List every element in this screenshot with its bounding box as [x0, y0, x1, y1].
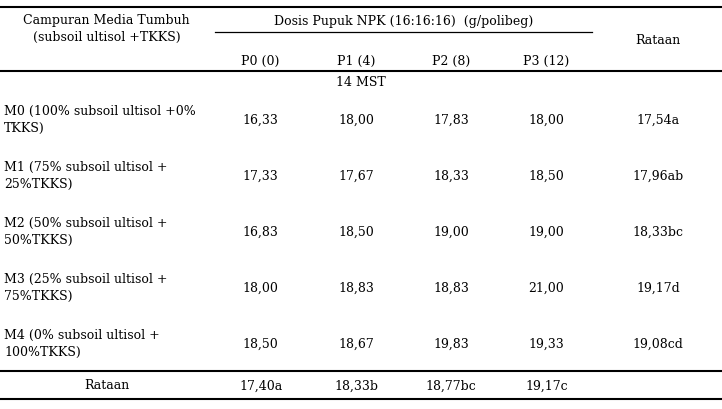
- Text: P3 (12): P3 (12): [523, 54, 570, 67]
- Text: 18,67: 18,67: [338, 337, 374, 350]
- Text: 19,83: 19,83: [433, 337, 469, 350]
- Text: M2 (50% subsoil ultisol +
50%TKKS): M2 (50% subsoil ultisol + 50%TKKS): [4, 217, 168, 246]
- Text: 18,50: 18,50: [338, 225, 374, 238]
- Text: 18,00: 18,00: [529, 113, 565, 126]
- Text: 19,08cd: 19,08cd: [632, 337, 684, 350]
- Text: Campuran Media Tumbuh
(subsoil ultisol +TKKS): Campuran Media Tumbuh (subsoil ultisol +…: [23, 14, 190, 44]
- Text: 16,33: 16,33: [243, 113, 279, 126]
- Text: 16,83: 16,83: [243, 225, 279, 238]
- Text: 18,33bc: 18,33bc: [632, 225, 684, 238]
- Text: 21,00: 21,00: [529, 281, 565, 294]
- Text: Dosis Pupuk NPK (16:16:16)  (g/polibeg): Dosis Pupuk NPK (16:16:16) (g/polibeg): [274, 15, 534, 28]
- Text: M4 (0% subsoil ultisol +
100%TKKS): M4 (0% subsoil ultisol + 100%TKKS): [4, 328, 160, 358]
- Text: 14 MST: 14 MST: [336, 75, 386, 88]
- Text: M0 (100% subsoil ultisol +0%
TKKS): M0 (100% subsoil ultisol +0% TKKS): [4, 105, 196, 135]
- Text: 17,96ab: 17,96ab: [632, 169, 684, 182]
- Text: 19,17d: 19,17d: [636, 281, 680, 294]
- Text: 17,40a: 17,40a: [239, 379, 282, 391]
- Text: 18,33: 18,33: [433, 169, 469, 182]
- Text: 17,67: 17,67: [338, 169, 374, 182]
- Text: 19,17c: 19,17c: [525, 379, 568, 391]
- Text: 19,33: 19,33: [529, 337, 565, 350]
- Text: Rataan: Rataan: [635, 34, 681, 46]
- Text: 18,83: 18,83: [338, 281, 374, 294]
- Text: 18,50: 18,50: [529, 169, 565, 182]
- Text: M3 (25% subsoil ultisol +
75%TKKS): M3 (25% subsoil ultisol + 75%TKKS): [4, 272, 168, 302]
- Text: 18,33b: 18,33b: [334, 379, 378, 391]
- Text: P0 (0): P0 (0): [241, 54, 280, 67]
- Text: 18,50: 18,50: [243, 337, 279, 350]
- Text: Rataan: Rataan: [84, 379, 129, 391]
- Text: 19,00: 19,00: [433, 225, 469, 238]
- Text: 18,77bc: 18,77bc: [426, 379, 477, 391]
- Text: 18,00: 18,00: [243, 281, 279, 294]
- Text: 18,83: 18,83: [433, 281, 469, 294]
- Text: P1 (4): P1 (4): [336, 54, 375, 67]
- Text: M1 (75% subsoil ultisol +
25%TKKS): M1 (75% subsoil ultisol + 25%TKKS): [4, 161, 168, 190]
- Text: 17,54a: 17,54a: [637, 113, 679, 126]
- Text: 17,33: 17,33: [243, 169, 279, 182]
- Text: 18,00: 18,00: [338, 113, 374, 126]
- Text: 17,83: 17,83: [433, 113, 469, 126]
- Text: 19,00: 19,00: [529, 225, 565, 238]
- Text: P2 (8): P2 (8): [432, 54, 470, 67]
